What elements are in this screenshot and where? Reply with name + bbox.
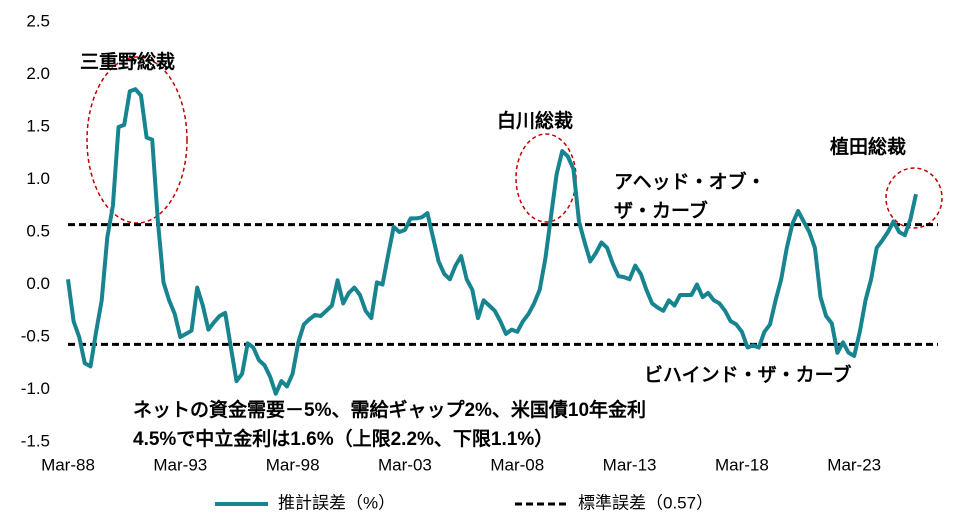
annotation: 白川総裁 xyxy=(497,109,573,132)
highlight-ellipse xyxy=(515,133,577,223)
annotation: ザ・カーブ xyxy=(614,199,708,222)
y-tick-label: -0.5 xyxy=(21,326,50,345)
x-tick-label: Mar-98 xyxy=(266,455,320,474)
y-tick-label: -1.5 xyxy=(21,431,50,450)
annotation: 三重野総裁 xyxy=(80,50,175,73)
x-tick-label: Mar-88 xyxy=(41,455,95,474)
x-tick-label: Mar-08 xyxy=(490,455,544,474)
legend-label: 推計誤差（%） xyxy=(278,493,395,512)
y-tick-label: 1.0 xyxy=(26,169,50,188)
x-tick-label: Mar-03 xyxy=(378,455,432,474)
annotation: アヘッド・オブ・ xyxy=(614,170,766,193)
annotation: 4.5%で中立金利は1.6%（上限2.2%、下限1.1%） xyxy=(133,427,553,450)
x-tick-label: Mar-93 xyxy=(153,455,207,474)
y-tick-label: 0.5 xyxy=(26,221,50,240)
highlight-ellipse xyxy=(86,56,188,224)
y-tick-label: 1.5 xyxy=(26,116,50,135)
annotation: ビハインド・ザ・カーブ xyxy=(644,363,851,386)
x-tick-label: Mar-13 xyxy=(603,455,657,474)
x-tick-label: Mar-18 xyxy=(715,455,769,474)
y-tick-label: 0.0 xyxy=(26,274,50,293)
data-line xyxy=(66,87,918,396)
annotation: 植田総裁 xyxy=(830,135,906,158)
y-tick-label: 2.0 xyxy=(26,64,50,83)
legend-label: 標準誤差（0.57） xyxy=(578,493,713,512)
annotation: ネットの資金需要－5%、需給ギャップ2%、米国債10年金利 xyxy=(133,398,646,421)
x-tick-label: Mar-23 xyxy=(827,455,881,474)
y-tick-label: 2.5 xyxy=(26,11,50,30)
y-tick-label: -1.0 xyxy=(21,379,50,398)
highlight-ellipse xyxy=(885,167,943,229)
